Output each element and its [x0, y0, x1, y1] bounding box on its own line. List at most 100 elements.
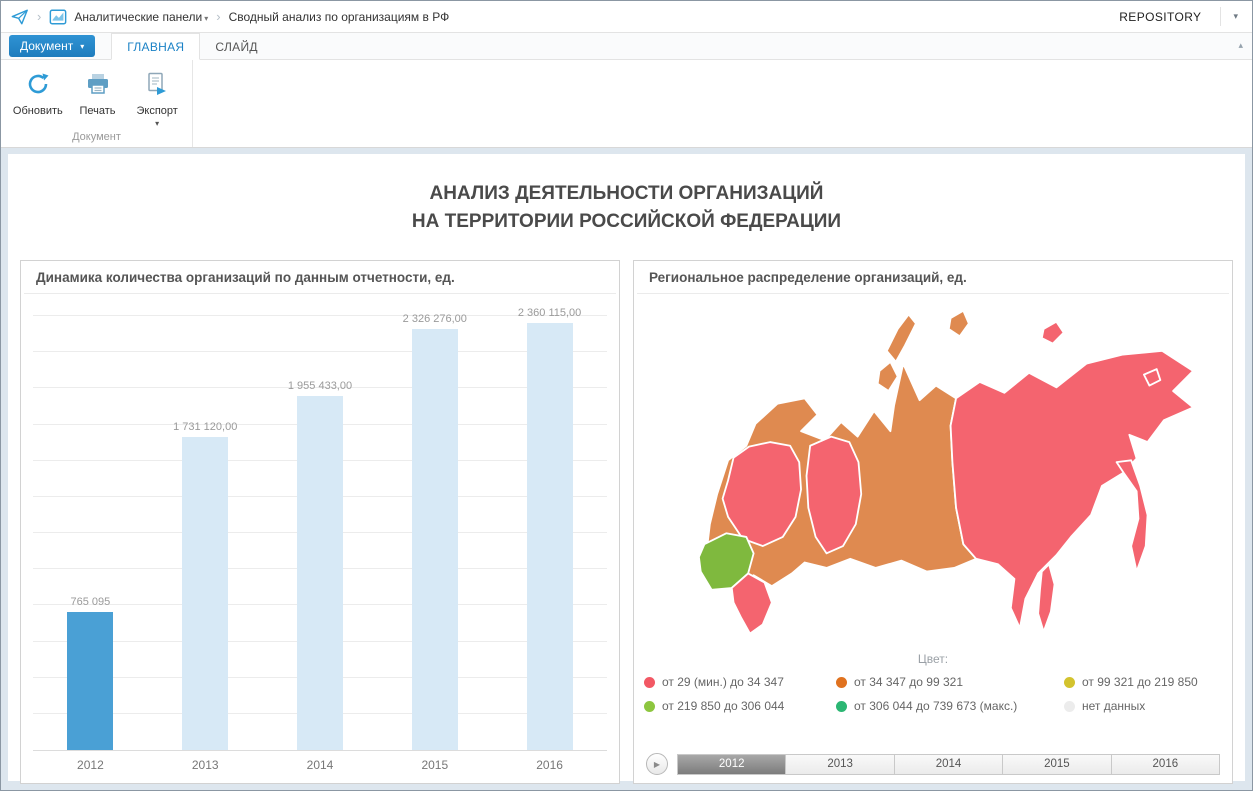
legend-color-dot [1064, 676, 1075, 688]
play-icon: ▶ [653, 759, 661, 769]
map-title: Региональное распределение организаций, … [637, 261, 1229, 294]
map-region-caucasus[interactable] [730, 572, 773, 635]
bar-chart-body: 765 095 1 731 120,00 1 955 433,00 2 326 276… [21, 294, 619, 783]
document-menu-button[interactable]: Документ ▾ [9, 35, 96, 57]
map-region-central[interactable] [721, 441, 802, 547]
breadcrumb-item-panels[interactable]: Аналитические панели ▾ [74, 9, 209, 24]
map-island-wrangel[interactable] [1143, 368, 1162, 387]
gridline [33, 315, 607, 317]
legend-item: от 29 (мин.) до 34 347 [644, 671, 836, 693]
legend-color-dot [836, 700, 847, 712]
legend-color-dot [1064, 700, 1075, 712]
printer-icon [85, 71, 111, 100]
bar-slot: 1 955 433,00 [263, 380, 378, 750]
breadcrumb-separator: › [37, 9, 42, 24]
topbar: › Аналитические панели ▾ › Сводный анализ… [1, 1, 1252, 33]
timeline-year[interactable]: 2012 [678, 754, 786, 774]
chevron-down-icon: ▾ [155, 119, 160, 128]
repository-label[interactable]: REPOSITORY [1119, 9, 1202, 24]
bar-slot: 765 095 [33, 596, 148, 750]
russia-map [697, 309, 1195, 635]
main-area: АНАЛИЗ ДЕЯТЕЛЬНОСТИ ОРГАНИЗАЦИЙ НА ТЕРРИ… [1, 148, 1252, 790]
map-island-severnaya-zemlya[interactable] [947, 309, 970, 338]
legend-color-dot [644, 676, 655, 688]
legend-color-dot [644, 700, 655, 712]
timeline-year[interactable]: 2016 [1110, 754, 1220, 774]
dashboard-canvas: АНАЛИЗ ДЕЯТЕЛЬНОСТИ ОРГАНИЗАЦИЙ НА ТЕРРИ… [8, 154, 1245, 784]
tab-home[interactable]: ГЛАВНАЯ [111, 33, 201, 60]
bar-chart-panel: Динамика количества организаций по данны… [20, 260, 620, 784]
map-region-sakhalin[interactable] [1037, 563, 1056, 633]
x-axis-label: 2014 [306, 758, 334, 772]
legend-item: нет данных [1064, 695, 1222, 717]
map-legend-title: Цвет: [917, 652, 949, 666]
bar-value-label: 765 095 [70, 596, 111, 608]
timeline-year[interactable]: 2014 [893, 754, 1003, 774]
map-panel: Региональное распределение организаций, … [633, 260, 1233, 784]
bar-chart-title: Динамика количества организаций по данны… [24, 261, 616, 294]
map-region-far-east[interactable] [949, 349, 1195, 630]
print-button[interactable]: Печать [69, 66, 127, 129]
x-axis-label: 2015 [421, 758, 449, 772]
bar-value-label: 2 360 115,00 [517, 307, 582, 319]
map-legend: от 29 (мин.) до 34 347 от 34 347 до 99 32… [644, 671, 1222, 717]
x-axis-label: 2012 [77, 758, 104, 772]
x-axis-label: 2016 [536, 758, 563, 772]
legend-item: от 99 321 до 219 850 [1064, 671, 1222, 693]
app-logo-icon[interactable] [11, 8, 29, 26]
legend-item: от 34 347 до 99 321 [836, 671, 1064, 693]
bar[interactable] [67, 612, 114, 750]
bar[interactable] [526, 323, 573, 750]
ribbon-collapse-icon[interactable]: ▴ [1238, 40, 1243, 50]
map-region-kamchatka[interactable] [1115, 459, 1149, 573]
legend-label: от 99 321 до 219 850 [1082, 675, 1198, 689]
bar-slot: 2 360 115,00 [492, 307, 607, 750]
bar[interactable] [411, 329, 458, 750]
bar-chart-plot: 765 095 1 731 120,00 1 955 433,00 2 326 276… [33, 298, 607, 750]
bar-slot: 1 731 120,00 [148, 421, 263, 750]
play-button[interactable]: ▶ [646, 753, 668, 775]
repository-dropdown-icon[interactable]: ▾ [1220, 7, 1242, 26]
legend-label: от 306 044 до 739 673 (макс.) [854, 699, 1018, 713]
bar-value-label: 1 731 120,00 [173, 421, 238, 433]
tab-slide[interactable]: СЛАЙД [215, 39, 258, 54]
legend-item: от 306 044 до 739 673 (макс.) [836, 695, 1064, 717]
timeline-year[interactable]: 2015 [1002, 754, 1111, 774]
bar-value-label: 2 326 276,00 [402, 313, 467, 325]
export-icon [144, 71, 170, 100]
legend-label: от 34 347 до 99 321 [854, 675, 963, 689]
ribbon-tab-row: Документ ▾ ГЛАВНАЯ СЛАЙД ▴ [1, 33, 1252, 60]
bar-slot: 2 326 276,00 [377, 313, 492, 750]
map-timeline: ▶ 2012 2013 2014 2015 2016 [644, 753, 1222, 775]
x-axis-label: 2013 [191, 758, 219, 772]
refresh-icon [25, 71, 51, 100]
chevron-down-icon: ▾ [204, 13, 209, 23]
map-island-new-siberian[interactable] [1040, 320, 1065, 345]
bar[interactable] [296, 396, 343, 750]
map-body: Цвет: от 29 (мин.) до 34 347 от 34 347 до… [634, 294, 1232, 783]
refresh-button[interactable]: Обновить [9, 66, 67, 129]
ribbon: Обновить Печать Экспорт ▾ Документ [1, 60, 1252, 148]
export-button[interactable]: Экспорт ▾ [128, 66, 186, 129]
breadcrumb-item-document[interactable]: Сводный анализ по организациям в РФ [228, 9, 450, 24]
ribbon-group-document: Обновить Печать Экспорт ▾ Документ [1, 60, 193, 147]
chevron-down-icon: ▾ [80, 41, 85, 51]
map-island-novaya-zemlya-south[interactable] [876, 360, 899, 392]
legend-label: от 29 (мин.) до 34 347 [662, 675, 784, 689]
timeline-year[interactable]: 2013 [785, 754, 894, 774]
ribbon-group-label: Документ [72, 131, 121, 143]
legend-label: от 219 850 до 306 044 [662, 699, 785, 713]
legend-item: от 219 850 до 306 044 [644, 695, 836, 717]
bar-value-label: 1 955 433,00 [287, 380, 353, 392]
map-island-novaya-zemlya-north[interactable] [885, 313, 917, 363]
map-region-ural[interactable] [805, 435, 863, 555]
bar[interactable] [182, 437, 229, 750]
bar-chart-xaxis: 2012 2013 2014 2015 2016 [33, 750, 607, 774]
gridline [33, 387, 607, 389]
dashboards-icon[interactable] [49, 8, 67, 26]
breadcrumb-separator: › [216, 9, 221, 24]
legend-color-dot [836, 676, 847, 688]
timeline-years: 2012 2013 2014 2015 2016 [677, 753, 1220, 775]
page-title: АНАЛИЗ ДЕЯТЕЛЬНОСТИ ОРГАНИЗАЦИЙ НА ТЕРРИ… [411, 183, 842, 232]
legend-label: нет данных [1082, 699, 1146, 713]
